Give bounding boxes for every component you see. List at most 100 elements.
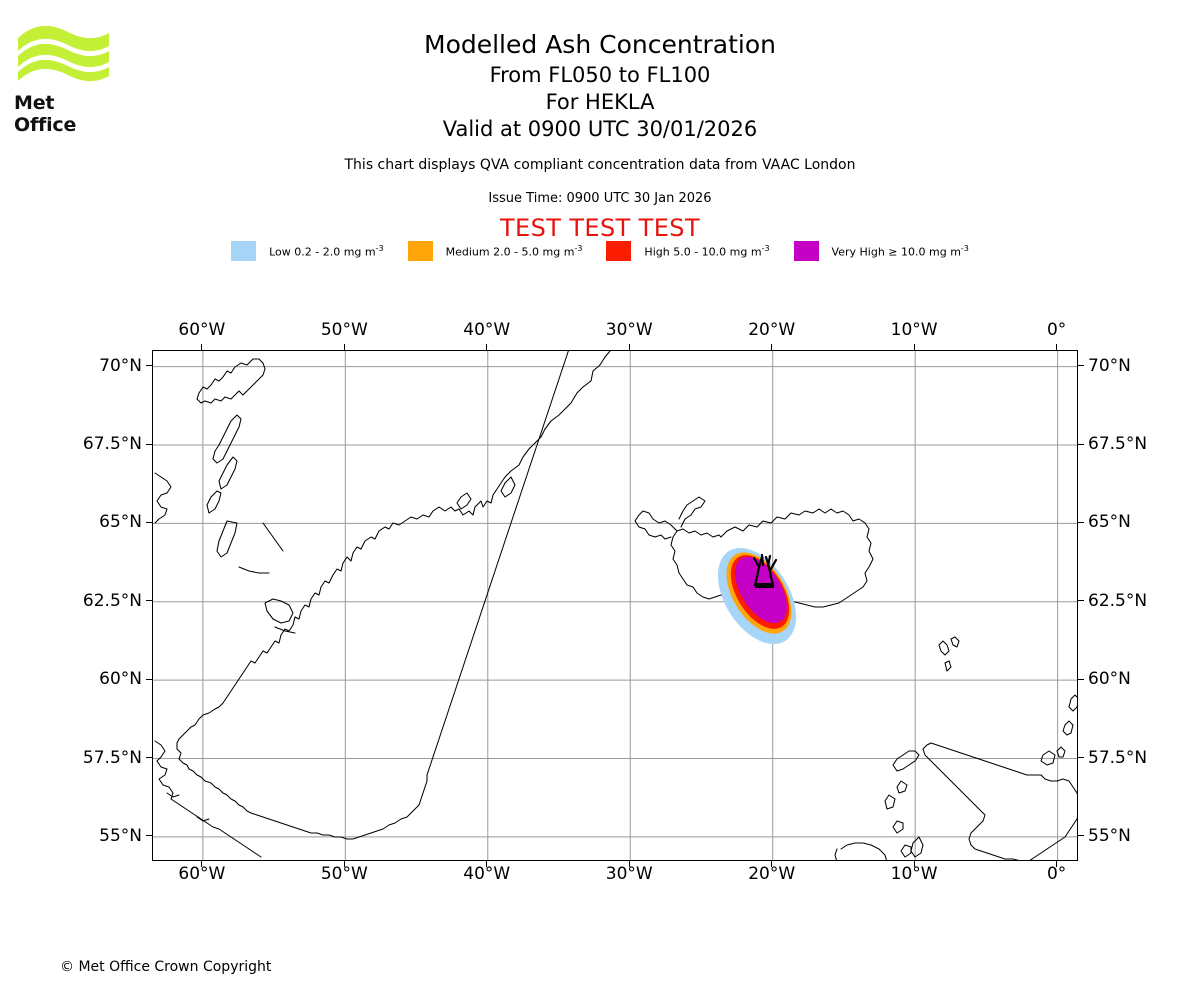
- map-plot-area[interactable]: [152, 350, 1078, 861]
- x-axis-label-top-2: 40°W: [463, 320, 511, 340]
- kintyre-peninsula: [910, 836, 924, 858]
- x-tick-top-2: [486, 344, 488, 350]
- y-tick-left-5: [146, 757, 152, 759]
- x-axis-label-bottom-6: 0°: [1046, 864, 1067, 884]
- y-tick-right-4: [1078, 678, 1084, 680]
- greenland-inlet-2: [274, 626, 296, 634]
- y-tick-left-4: [146, 678, 152, 680]
- greenland-glacier-line: [262, 522, 284, 552]
- logo-text: Met Office: [14, 92, 77, 136]
- outer-hebrides-1: [892, 750, 920, 772]
- y-tick-right-3: [1078, 600, 1084, 602]
- x-axis-label-bottom-2: 40°W: [463, 864, 511, 884]
- legend-label-high: High 5.0 - 10.0 mg m-3: [644, 243, 770, 259]
- greenland-sw-bay: [264, 598, 294, 624]
- ash-concentration-plume: [717, 547, 797, 645]
- greenland-fjord-2: [218, 456, 238, 490]
- y-tick-left-3: [146, 600, 152, 602]
- y-axis-label-left-2: 65°N: [99, 512, 142, 533]
- flight-levels-line: From FL050 to FL100: [489, 63, 711, 87]
- labrador-island-1: [166, 792, 180, 798]
- x-tick-bottom-3: [628, 861, 630, 867]
- met-office-wave-logo-icon: [18, 25, 109, 82]
- y-tick-right-1: [1078, 443, 1084, 445]
- legend-label-very-high: Very High ≥ 10.0 mg m-3: [831, 243, 969, 259]
- x-tick-bottom-1: [343, 861, 345, 867]
- y-axis-label-left-0: 70°N: [99, 355, 142, 376]
- x-axis-label-top-3: 30°W: [605, 320, 653, 340]
- x-axis-label-bottom-3: 30°W: [605, 864, 653, 884]
- y-axis-label-right-3: 62.5°N: [1088, 590, 1148, 611]
- x-tick-top-6: [1056, 344, 1058, 350]
- y-axis-label-right-2: 65°N: [1088, 512, 1131, 533]
- greenland-fjord-3: [206, 490, 222, 514]
- orkney-islands: [1040, 750, 1056, 766]
- skye-island: [896, 780, 908, 794]
- x-axis-label-bottom-4: 20°W: [748, 864, 796, 884]
- legend-item-high: High 5.0 - 10.0 mg m-3: [606, 241, 770, 261]
- x-tick-bottom-5: [913, 861, 915, 867]
- greenland-inlet-1: [238, 566, 270, 574]
- page-title: Modelled Ash Concentration: [424, 30, 776, 59]
- faroe-island-2: [950, 636, 960, 648]
- shetland-island: [1068, 694, 1077, 712]
- x-axis-label-top-1: 50°W: [320, 320, 368, 340]
- y-axis-label-right-1: 67.5°N: [1088, 434, 1148, 455]
- map-gridlines: [153, 351, 1077, 860]
- mull-island: [892, 820, 904, 834]
- iceland-outline: [670, 508, 874, 608]
- y-axis-label-right-0: 70°N: [1088, 355, 1131, 376]
- x-tick-top-4: [771, 344, 773, 350]
- x-tick-bottom-6: [1056, 861, 1058, 867]
- legend-item-medium: Medium 2.0 - 5.0 mg m-3: [407, 241, 582, 261]
- y-tick-right-6: [1078, 835, 1084, 837]
- x-axis-label-bottom-5: 10°W: [890, 864, 938, 884]
- y-tick-left-1: [146, 443, 152, 445]
- issue-time: Issue Time: 0900 UTC 30 Jan 2026: [488, 191, 712, 206]
- orkney-north: [1056, 746, 1066, 758]
- y-axis-label-left-5: 57.5°N: [82, 747, 142, 768]
- greenland-nw-island: [196, 358, 266, 404]
- y-tick-left-0: [146, 365, 152, 367]
- greenland-outline: [176, 351, 611, 840]
- x-tick-bottom-2: [486, 861, 488, 867]
- concentration-legend: Low 0.2 - 2.0 mg m-3 Medium 2.0 - 5.0 mg …: [0, 241, 1200, 261]
- valid-time-line: Valid at 0900 UTC 30/01/2026: [442, 117, 758, 141]
- volcano-symbol-icon: [752, 553, 778, 588]
- labrador-island-2: [196, 816, 210, 822]
- iceland-north-peninsula: [678, 496, 706, 528]
- x-tick-top-1: [343, 344, 345, 350]
- legend-swatch-high: [606, 241, 632, 261]
- volcano-name-line: For HEKLA: [545, 90, 655, 114]
- legend-swatch-very-high: [793, 241, 819, 261]
- x-tick-bottom-4: [771, 861, 773, 867]
- plume-very-high-contour: [735, 556, 787, 624]
- y-axis-label-right-6: 55°N: [1088, 825, 1131, 846]
- ireland-north-coast: [840, 842, 887, 860]
- y-tick-left-2: [146, 521, 152, 523]
- y-axis-label-left-3: 62.5°N: [82, 590, 142, 611]
- x-axis-label-bottom-0: 60°W: [178, 864, 226, 884]
- faroe-island-3: [944, 660, 952, 672]
- greenland-se-island: [456, 492, 472, 510]
- y-tick-right-0: [1078, 365, 1084, 367]
- greenland-fjord-4: [216, 520, 238, 558]
- hebrides-island-2: [884, 794, 896, 810]
- x-axis-label-top-0: 60°W: [178, 320, 226, 340]
- coastlines: [154, 351, 1077, 860]
- islay-island: [900, 844, 912, 858]
- x-tick-top-0: [201, 344, 203, 350]
- legend-label-low: Low 0.2 - 2.0 mg m-3: [269, 243, 384, 259]
- legend-swatch-medium: [407, 241, 433, 261]
- legend-item-low: Low 0.2 - 2.0 mg m-3: [231, 241, 384, 261]
- ireland-west-coast: [834, 848, 838, 860]
- copyright-notice: © Met Office Crown Copyright: [60, 959, 272, 975]
- faroe-island-1: [938, 640, 950, 656]
- labrador-coast: [154, 740, 262, 858]
- x-tick-top-3: [628, 344, 630, 350]
- y-axis-label-right-4: 60°N: [1088, 669, 1131, 690]
- y-axis-label-left-1: 67.5°N: [82, 434, 142, 455]
- iceland-westfjords: [634, 510, 678, 540]
- legend-item-very-high: Very High ≥ 10.0 mg m-3: [793, 241, 969, 261]
- qva-note: This chart displays QVA compliant concen…: [344, 157, 856, 173]
